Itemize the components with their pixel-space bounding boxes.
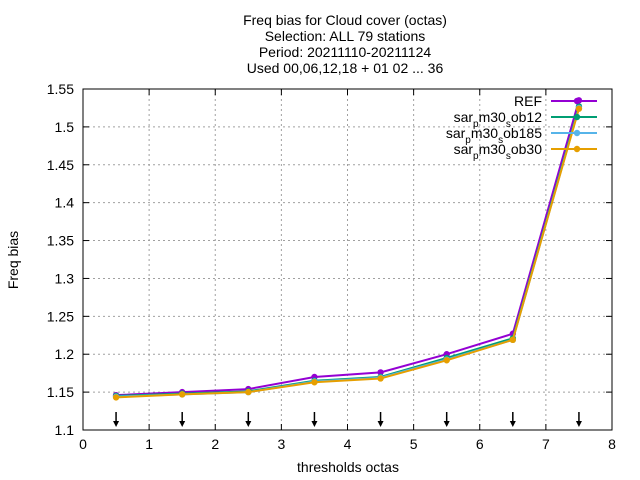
x-tick-label: 8 (608, 436, 616, 452)
x-tick-label: 2 (211, 436, 219, 452)
chart-title: Freq bias for Cloud cover (octas) Select… (243, 12, 447, 76)
arrow-head (113, 421, 120, 427)
legend-label: sarpm30sob185 (446, 125, 542, 146)
threshold-arrow (179, 412, 186, 427)
arrow-head (377, 421, 384, 427)
legend-swatch-marker (573, 129, 581, 137)
series-line (116, 108, 580, 399)
data-point (377, 369, 384, 376)
y-tick-label: 1.55 (47, 81, 74, 97)
arrow-head (311, 421, 318, 427)
legend-swatch-marker (573, 113, 581, 121)
data-point (311, 379, 318, 386)
y-tick-label: 1.3 (55, 270, 75, 286)
y-tick-label: 1.25 (47, 308, 74, 324)
threshold-arrow (113, 412, 120, 427)
x-tick-label: 5 (410, 436, 418, 452)
legend-label: sarpm30sob12 (454, 109, 543, 130)
x-tick-label: 6 (476, 436, 484, 452)
y-tick-label: 1.4 (55, 195, 75, 211)
x-tick-label: 3 (277, 436, 285, 452)
series-line (116, 100, 580, 397)
x-tick-label: 1 (145, 436, 153, 452)
y-tick-label: 1.15 (47, 384, 74, 400)
legend-entry: sarpm30sob185 (446, 125, 597, 146)
arrow-head (509, 421, 516, 427)
x-tick-label: 0 (79, 436, 87, 452)
y-tick-label: 1.5 (55, 119, 75, 135)
arrow-head (245, 421, 252, 427)
y-tick-label: 1.2 (55, 346, 75, 362)
x-tick-label: 4 (344, 436, 352, 452)
data-point (443, 357, 450, 364)
legend-entry: sarpm30sob30 (454, 141, 597, 162)
data-series (112, 97, 583, 401)
threshold-arrow (443, 412, 450, 427)
y-tick-label: 1.35 (47, 233, 74, 249)
arrow-head (443, 421, 450, 427)
arrow-head (575, 421, 582, 427)
data-point (178, 391, 186, 398)
series-sar-p-m30-s-ob30 (112, 105, 583, 401)
legend-entry: sarpm30sob12 (454, 109, 597, 130)
y-tick-label: 1.1 (55, 422, 75, 438)
x-tick-label: 7 (542, 436, 550, 452)
threshold-arrow (245, 412, 252, 427)
data-point (509, 336, 517, 344)
arrow-head (179, 421, 186, 427)
threshold-arrow (377, 412, 384, 427)
data-point (575, 105, 583, 112)
threshold-arrow (509, 412, 516, 427)
y-axis-label: Freq bias (5, 231, 21, 289)
title-line-2: Selection: ALL 79 stations (265, 28, 426, 44)
legend-swatch-marker (573, 97, 581, 105)
axis-ticks: 0 1 2 3 4 5 6 7 8 1.1 1.15 1.2 1.25 1.3 1.35 1.4 1.45 1.5… (47, 81, 616, 452)
data-point (112, 394, 120, 401)
threshold-arrow (311, 412, 318, 427)
legend-label: REF (514, 93, 542, 109)
title-line-4: Used 00,06,12,18 + 01 02 ... 36 (247, 60, 444, 76)
title-line-3: Period: 20211110-20211124 (259, 44, 432, 60)
legend-entry: REF (514, 93, 597, 109)
data-point (377, 375, 384, 382)
threshold-arrows (113, 412, 582, 427)
x-axis-label: thresholds octas (297, 459, 399, 475)
title-line-1: Freq bias for Cloud cover (octas) (243, 12, 447, 28)
threshold-arrow (575, 412, 582, 427)
legend-label: sarpm30sob30 (454, 141, 543, 162)
data-point (245, 388, 252, 396)
y-tick-label: 1.45 (47, 157, 74, 173)
grid-lines (83, 89, 612, 430)
legend-swatch-marker (573, 145, 581, 153)
